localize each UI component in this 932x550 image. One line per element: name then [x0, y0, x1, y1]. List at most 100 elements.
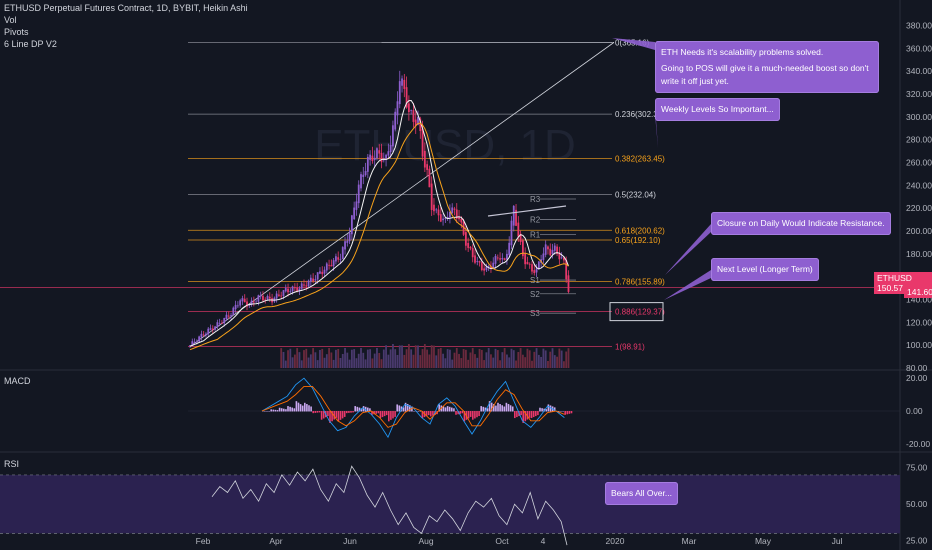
candle-body: [547, 246, 549, 250]
fib-level-label: 0.618(200.62): [615, 226, 665, 235]
macd-histogram-bar: [484, 407, 487, 412]
volume-bar: [512, 350, 515, 368]
volume-bar: [428, 354, 431, 368]
candle-body: [403, 79, 406, 89]
volume-bar: [355, 358, 358, 368]
candle-body: [407, 103, 410, 113]
candle-body: [191, 341, 194, 346]
macd-histogram-bar: [373, 411, 375, 415]
candle-body: [284, 288, 287, 292]
candle-body: [467, 243, 470, 248]
candle-body: [435, 209, 438, 211]
candle-body: [449, 211, 451, 218]
candle-body: [528, 263, 531, 265]
volume-bar: [341, 353, 344, 368]
indicator-pivots[interactable]: Pivots: [4, 27, 29, 37]
volume-bar: [499, 360, 501, 368]
indicator-vol[interactable]: Vol: [4, 15, 17, 25]
pivot-label: S2: [530, 290, 540, 299]
candle-body: [264, 299, 267, 301]
volume-bar: [412, 354, 415, 368]
volume-bar: [332, 359, 335, 368]
volume-bar: [485, 352, 488, 368]
volume-bar: [551, 348, 554, 368]
candle-body: [332, 260, 335, 267]
candle-body: [341, 247, 344, 259]
volume-bar: [480, 349, 483, 368]
macd-histogram-bar: [482, 406, 485, 412]
macd-histogram-bar: [316, 411, 319, 413]
annotation-bears[interactable]: Bears All Over...: [605, 482, 678, 505]
volume-bar: [330, 352, 333, 368]
candle-body: [287, 288, 289, 293]
fib-level-label: 0.382(263.45): [615, 155, 665, 164]
annotation-closure[interactable]: Closure on Daily Would Indicate Resistan…: [711, 212, 891, 235]
candle-body: [444, 217, 447, 219]
macd-histogram-bar: [461, 411, 464, 414]
candle-body: [385, 154, 387, 159]
price-tag-second: 141.60: [904, 286, 932, 298]
volume-bar: [385, 345, 387, 368]
volume-bar: [369, 349, 372, 368]
indicator-6line[interactable]: 6 Line DP V2: [4, 39, 57, 49]
candle-body: [321, 271, 324, 275]
macd-histogram-bar: [488, 401, 491, 412]
candle-body: [558, 252, 561, 260]
macd-histogram-bar: [562, 411, 564, 412]
candle-body: [469, 246, 472, 249]
annotation-weekly-levels[interactable]: Weekly Levels So Important...: [655, 98, 780, 121]
time-tick-label: Aug: [418, 536, 433, 546]
macd-histogram-bar: [343, 411, 346, 417]
volume-bar: [444, 358, 447, 368]
time-tick-label: Oct: [495, 536, 509, 546]
macd-histogram-bar: [541, 408, 543, 412]
volume-bar: [542, 348, 545, 368]
candle-body: [207, 328, 210, 334]
macd-histogram-bar: [331, 411, 333, 422]
macd-histogram-bar: [537, 411, 539, 416]
candle-body: [392, 125, 394, 147]
candle-body: [221, 323, 223, 324]
candle-body: [282, 290, 285, 296]
macd-histogram-bar: [295, 401, 298, 412]
macd-histogram-bar: [478, 411, 480, 417]
macd-histogram-bar: [501, 405, 503, 412]
volume-bar: [287, 350, 289, 368]
time-tick-label: 4: [541, 536, 546, 546]
volume-bar: [549, 351, 552, 368]
volume-bar: [446, 349, 449, 368]
macd-histogram-bar: [285, 409, 287, 412]
candle-body: [362, 174, 365, 177]
macd-histogram-bar: [346, 411, 348, 414]
volume-bar: [510, 348, 513, 368]
volume-bar: [314, 352, 317, 368]
fib-level-label: 0.886(129.37): [615, 308, 665, 317]
macd-histogram-bar: [486, 408, 489, 412]
volume-bar: [346, 352, 349, 368]
macd-histogram-bar: [453, 408, 455, 412]
volume-bar: [533, 351, 536, 368]
macd-histogram-bar: [291, 407, 293, 412]
volume-bar: [380, 359, 383, 368]
macd-histogram-bar: [272, 409, 275, 412]
macd-histogram-bar: [514, 411, 516, 419]
annotation-text: Bears All Over...: [611, 488, 672, 498]
macd-histogram-bar: [411, 406, 413, 412]
candle-body: [378, 150, 381, 154]
macd-histogram-bar: [327, 411, 329, 417]
candle-body: [387, 151, 390, 156]
annotation-next-level[interactable]: Next Level (Longer Term): [711, 258, 819, 281]
macd-histogram-bar: [427, 411, 430, 416]
macd-histogram-bar: [320, 411, 323, 420]
candle-body: [371, 155, 374, 162]
fib-level-label: 0.236(302.32): [615, 110, 665, 119]
macd-histogram-bar: [526, 411, 529, 420]
volume-bar: [280, 348, 283, 368]
macd-histogram-bar: [419, 411, 422, 412]
candle-body: [517, 222, 520, 237]
annotation-scalability[interactable]: ETH Needs it's scalability problems solv…: [655, 41, 879, 93]
candle-body: [202, 334, 205, 336]
macd-histogram-bar: [532, 411, 535, 418]
candle-body: [364, 171, 367, 176]
candle-body: [353, 207, 356, 220]
